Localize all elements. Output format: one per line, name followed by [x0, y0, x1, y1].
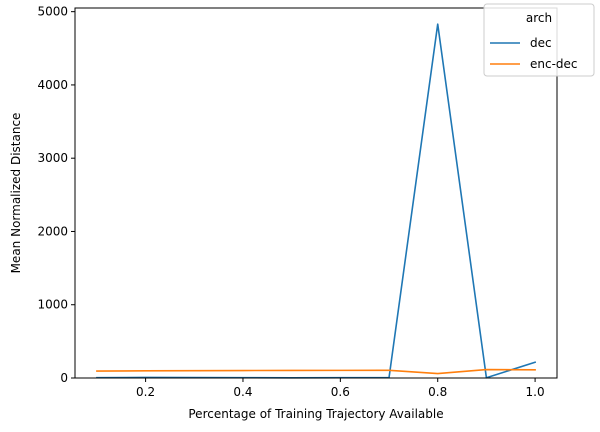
- y-tick-label: 3000: [37, 151, 68, 165]
- series-line-enc-dec: [96, 368, 536, 375]
- axes-layer: [74, 7, 558, 379]
- x-tick-label: 0.8: [428, 385, 447, 399]
- series-layer: [96, 23, 537, 379]
- legend: arch dec enc-dec: [483, 3, 595, 77]
- legend-label-dec: dec: [530, 36, 552, 50]
- plot-frame: [74, 7, 558, 379]
- legend-label-enc-dec: enc-dec: [530, 57, 578, 71]
- x-tick-label: 0.4: [233, 385, 252, 399]
- x-axis-label: Percentage of Training Trajectory Availa…: [188, 407, 443, 421]
- y-tick-label: 4000: [37, 78, 68, 92]
- ticks-layer: 0.2 0.4 0.6 0.8 1.0 0 1000 2000 3000 4000 5000: [37, 5, 544, 399]
- x-tick-label: 0.2: [136, 385, 155, 399]
- y-tick-label: 1000: [37, 298, 68, 312]
- x-tick-label: 1.0: [526, 385, 545, 399]
- series-line-dec: [96, 23, 537, 379]
- legend-box: [483, 3, 595, 77]
- y-tick-label: 0: [60, 371, 68, 385]
- y-tick-label: 5000: [37, 5, 68, 19]
- y-axis-label: Mean Normalized Distance: [9, 113, 23, 274]
- y-tick-label: 2000: [37, 224, 68, 238]
- legend-entries: dec enc-dec: [490, 36, 578, 71]
- x-tick-label: 0.6: [331, 385, 350, 399]
- legend-title: arch: [526, 11, 552, 25]
